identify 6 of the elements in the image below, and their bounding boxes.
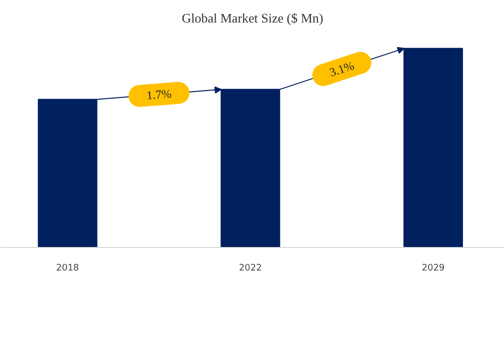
annotation: 1.7% — [146, 86, 172, 102]
x-tick-label: 2022 — [238, 264, 262, 274]
x-tick-label: 2029 — [422, 264, 445, 274]
x-tick-label: 2018 — [56, 264, 80, 274]
annotation: 3.1% — [328, 58, 356, 80]
chart-title: Global Market Size ($ Mn) — [182, 10, 324, 26]
